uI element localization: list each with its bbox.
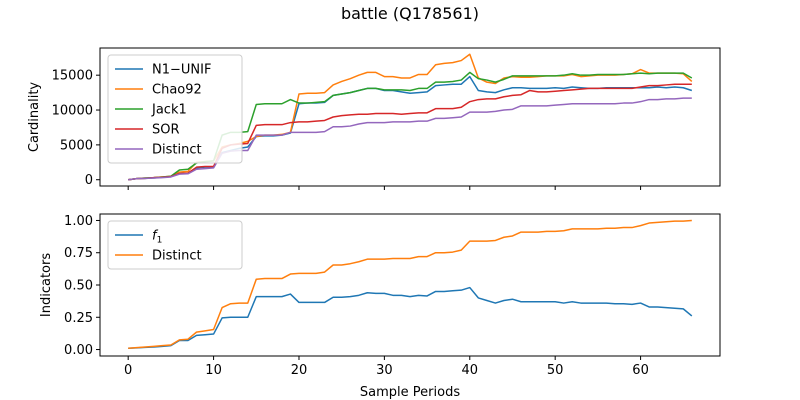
cardinality-legend-box	[107, 54, 243, 164]
xtick-label-5: 50	[547, 363, 564, 378]
cardinality-legend-label-1: Chao92	[152, 83, 202, 98]
cardinality-legend-label-4: Distinct	[152, 143, 202, 158]
x-axis-label: Sample Periods	[360, 385, 460, 400]
indicators-ytick-label-4: 1.00	[64, 214, 93, 229]
cardinality-ytick-label-0: 0	[85, 173, 93, 188]
xtick-label-2: 20	[291, 363, 308, 378]
indicators-legend-box	[107, 220, 243, 270]
cardinality-ytick-label-2: 10000	[52, 104, 93, 119]
cardinality-legend-label-0: N1−UNIF	[152, 63, 211, 78]
cardinality-legend-label-2: Jack1	[151, 103, 187, 118]
indicators-legend-label-1: Distinct	[152, 249, 202, 264]
cardinality-ytick-label-1: 5000	[60, 138, 93, 153]
indicators-ytick-label-0: 0.00	[64, 343, 93, 358]
indicators-axes-frame	[99, 213, 721, 357]
xtick-label-1: 10	[205, 363, 222, 378]
indicators-panel: 0 10 20 30 40 50 60 0.00 0.25 0.50 0.75 1.00 Indica…	[39, 213, 721, 378]
xtick-label-3: 30	[376, 363, 393, 378]
indicators-ytick-label-3: 0.75	[64, 246, 93, 261]
chart-title: battle (Q178561)	[341, 4, 479, 23]
cardinality-axes-frame	[99, 47, 721, 187]
xtick-label-4: 40	[462, 363, 479, 378]
indicators-ytick-label-2: 0.50	[64, 279, 93, 294]
cardinality-panel: 0 5000 10000 15000 Cardinality N1−UNIF Chao9…	[27, 47, 721, 190]
indicators-series-0-line	[128, 286, 693, 349]
indicators-series-1-line	[128, 219, 692, 349]
cardinality-ytick-label-3: 15000	[52, 69, 93, 84]
xtick-label-0: 0	[124, 363, 132, 378]
indicators-ytick-label-1: 0.25	[64, 311, 93, 326]
indicators-legend-label-0: f1	[152, 229, 162, 246]
cardinality-legend-label-3: SOR	[152, 123, 180, 138]
indicators-ylabel: Indicators	[39, 253, 54, 317]
cardinality-ylabel: Cardinality	[27, 82, 42, 153]
xtick-label-6: 60	[632, 363, 649, 378]
